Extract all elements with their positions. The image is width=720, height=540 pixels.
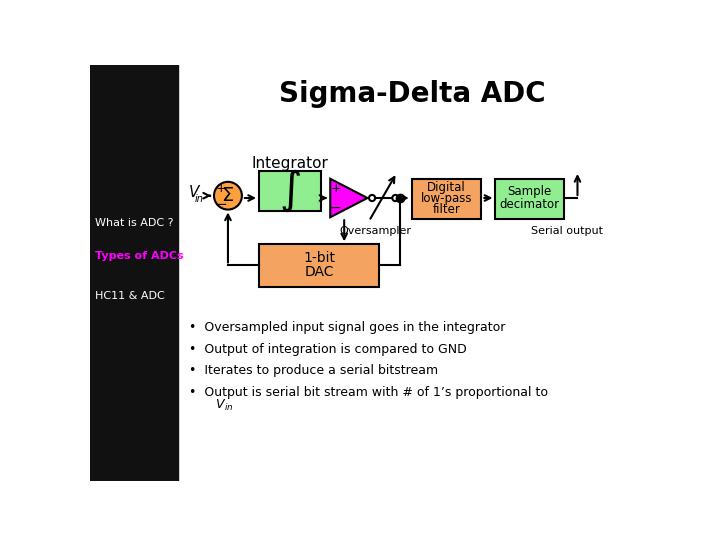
Text: −: − [215, 197, 228, 212]
Text: Sample: Sample [508, 185, 552, 198]
Text: −: − [330, 201, 341, 215]
Text: Serial output: Serial output [531, 226, 603, 236]
Text: $V$: $V$ [189, 184, 202, 200]
Text: •  Iterates to produce a serial bitstream: • Iterates to produce a serial bitstream [189, 364, 438, 377]
Text: Types of ADCs: Types of ADCs [96, 251, 184, 261]
Text: HC11 & ADC: HC11 & ADC [96, 291, 165, 301]
Text: •  Output is serial bit stream with # of 1’s proportional to: • Output is serial bit stream with # of … [189, 386, 548, 399]
FancyBboxPatch shape [259, 244, 379, 287]
Text: Digital: Digital [427, 181, 466, 194]
FancyBboxPatch shape [259, 171, 321, 211]
Text: $\Sigma$: $\Sigma$ [222, 187, 235, 205]
Text: decimator: decimator [500, 198, 559, 211]
Text: filter: filter [433, 203, 460, 216]
Text: +: + [216, 183, 226, 195]
Text: •  Output of integration is compared to GND: • Output of integration is compared to G… [189, 343, 467, 356]
Text: Sigma-Delta ADC: Sigma-Delta ADC [279, 80, 546, 108]
Text: low-pass: low-pass [420, 192, 472, 205]
Polygon shape [330, 179, 367, 217]
Text: $\int$: $\int$ [279, 168, 301, 214]
FancyBboxPatch shape [495, 179, 564, 219]
Text: What is ADC ?: What is ADC ? [96, 218, 174, 228]
Text: 1-bit: 1-bit [303, 251, 335, 265]
Text: in: in [194, 194, 204, 204]
Text: DAC: DAC [305, 265, 334, 279]
Text: +: + [330, 181, 341, 194]
Bar [90, 65, 178, 481]
Text: Oversampler: Oversampler [339, 226, 411, 236]
Text: Integrator: Integrator [251, 156, 328, 171]
FancyBboxPatch shape [412, 179, 482, 219]
Text: •  Oversampled input signal goes in the integrator: • Oversampled input signal goes in the i… [189, 321, 505, 334]
Circle shape [214, 182, 242, 210]
Text: $V_{in}$: $V_{in}$ [200, 398, 234, 413]
